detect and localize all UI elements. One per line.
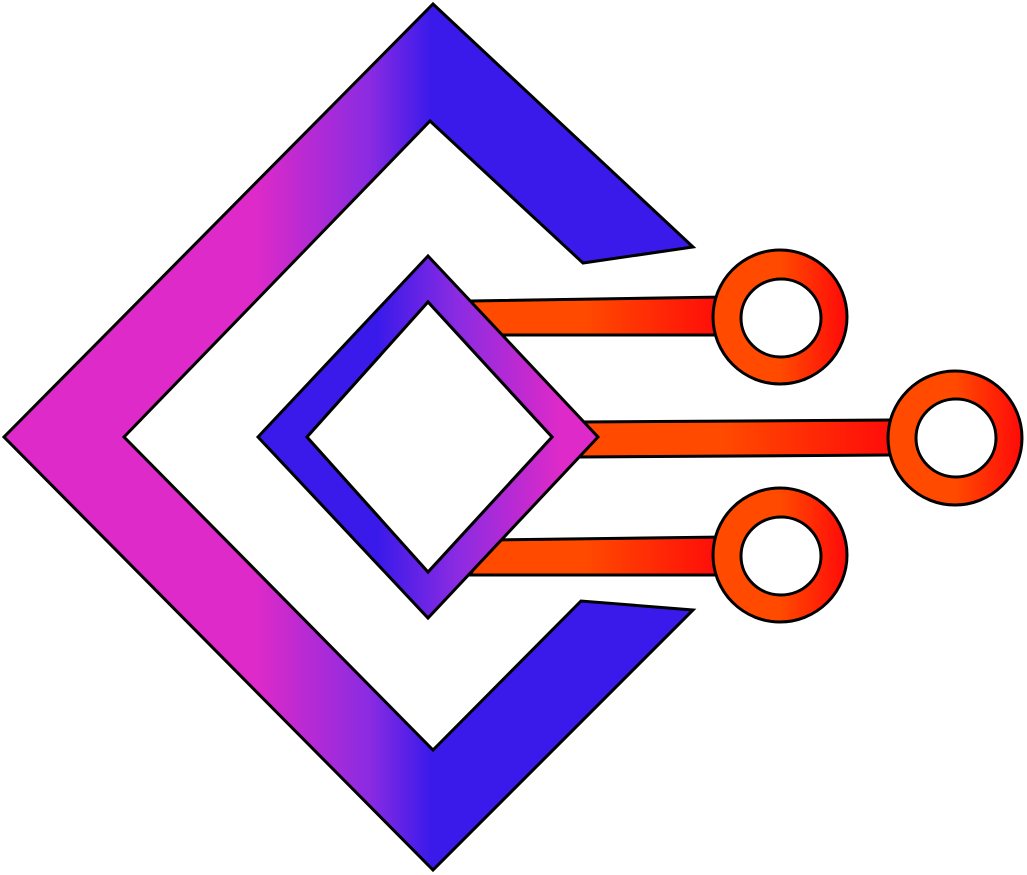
outer-chevron-shape: [1, 1, 697, 873]
trace-line-top: [467, 295, 727, 337]
inner-diamond-hole: [304, 299, 555, 575]
trace-ring-middle: [886, 369, 1024, 507]
trace-ring-top: [711, 248, 849, 386]
trace-line-middle: [578, 418, 900, 459]
trace-ring-bottom: [711, 486, 849, 624]
trace-line-bottom: [467, 535, 727, 577]
